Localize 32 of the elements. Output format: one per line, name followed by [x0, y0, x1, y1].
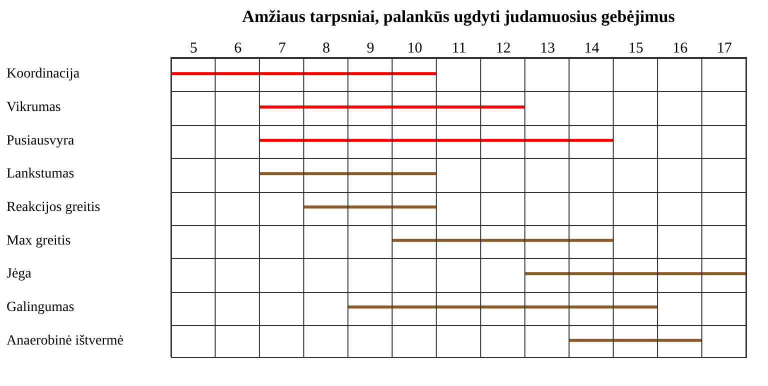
x-tick-label: 5	[190, 40, 198, 56]
y-tick-label: Vikrumas	[6, 100, 61, 115]
bar	[259, 138, 614, 142]
x-tick-label: 7	[278, 40, 286, 56]
bar	[524, 272, 746, 276]
x-tick-label: 6	[234, 40, 242, 56]
bar	[259, 172, 436, 176]
bar	[569, 338, 702, 342]
bar	[304, 206, 436, 208]
y-tick-label: Pusiausvyra	[6, 133, 75, 148]
bar	[348, 306, 658, 308]
bar	[259, 106, 525, 108]
x-tick-label: 13	[540, 40, 555, 56]
chart-title: Amžiaus tarpsniai, palankūs ugdyti judamuosius gebėjimus	[242, 7, 676, 26]
x-tick-label: 11	[452, 40, 466, 56]
x-tick-label: 15	[628, 40, 644, 56]
bar	[171, 72, 436, 76]
y-tick-label: Galingumas	[6, 300, 74, 315]
y-tick-label: Max greitis	[6, 233, 71, 248]
x-tick-label: 12	[496, 40, 511, 56]
x-tick-label: 8	[322, 40, 330, 56]
x-tick-label: 9	[366, 40, 374, 56]
y-tick-label: Anaerobinė ištvermė	[6, 333, 124, 348]
x-tick-label: 14	[584, 40, 600, 56]
bar	[392, 238, 614, 242]
x-tick-label: 17	[716, 40, 732, 56]
y-tick-label: Koordinacija	[6, 66, 80, 82]
y-tick-label: Reakcijos greitis	[6, 200, 100, 215]
x-tick-label: 10	[407, 40, 422, 56]
y-tick-label: Jėga	[6, 266, 32, 282]
y-tick-label: Lankstumas	[6, 166, 74, 182]
x-tick-label: 16	[672, 40, 688, 56]
